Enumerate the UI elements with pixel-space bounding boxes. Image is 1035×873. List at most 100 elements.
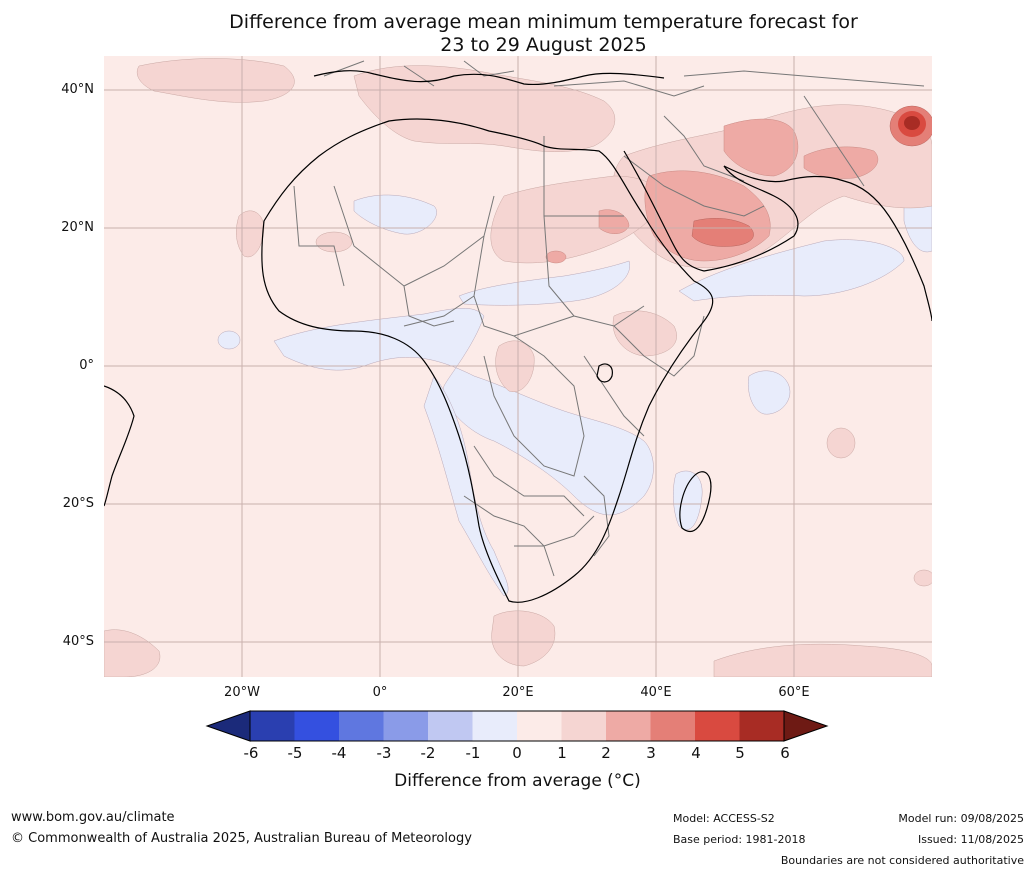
warm-region-west-atlantic-islet [315,231,353,253]
cool-region-south-atlantic [423,375,509,597]
colorbar-segment [517,711,562,741]
border-saudi [623,155,765,217]
warm-region-south-islet [913,569,932,587]
warm-region-sudan-spot [545,250,567,264]
warm-region-south-ocean-right [713,643,932,677]
border-nigeria [403,285,455,327]
forecast-map [104,56,932,677]
coast-lake-victoria [596,363,613,383]
warm-region-south-ocean-center [491,610,556,667]
lat-label-20n: 20°N [61,220,94,235]
base-period: Base period: 1981-2018 [673,833,806,846]
coast-south-america [104,385,135,507]
colorbar-segment [428,711,473,741]
colorbar-label: Difference from average (°C) [394,771,641,791]
colorbar-tick-6: 6 [780,744,790,762]
boundaries-disclaimer: Boundaries are not considered authoritat… [780,854,1024,867]
border-central-asia [683,70,925,87]
lon-label-20w: 20°W [224,685,260,700]
colorbar-segment [606,711,651,741]
border-south-africa [514,515,595,547]
colorbar-extend-low [205,710,251,742]
map-title-line2: 23 to 29 August 2025 [440,34,647,56]
colorbar-segment [339,711,384,741]
coastlines [104,70,932,603]
colorbar-tick-2: 2 [601,744,611,762]
issued-date: Issued: 11/08/2025 [917,833,1024,846]
cool-anomaly-regions [217,169,932,597]
colorbar-tick-4: 4 [691,744,701,762]
colorbar-tick-minus3: -3 [376,744,392,762]
lat-label-20s: 20°S [62,496,94,511]
warm-region-atlantic-north [136,58,295,103]
colorbar-tick-minus5: -5 [287,744,303,762]
lon-label-20e: 20°E [502,685,534,700]
border-turkey [553,80,705,97]
border-mali-mauritania [293,185,345,287]
colorbar-segment [294,711,339,741]
coast-arabia [703,165,799,272]
warm-region-indian-ocean-islet [826,427,856,459]
warm-region-mediterranean [353,65,615,153]
border-ethiopia [613,315,705,377]
colorbar-segment [383,711,428,741]
colorbar-tick-minus1: -1 [465,744,481,762]
border-drc [483,335,585,477]
colorbar-segment [695,711,740,741]
colorbar-extend-high [783,710,829,742]
coast-madagascar [679,471,712,533]
coast-africa [261,118,714,603]
map-title-line1: Difference from average mean minimum tem… [229,11,858,33]
border-libya-egypt [543,136,624,217]
cool-region-indian-ocean [748,370,791,415]
country-borders [293,60,925,577]
lat-label-40n: 40°N [61,82,94,97]
border-pakistan-india [803,95,865,187]
colorbar-tick-0: 0 [512,744,522,762]
coast-persian-gulf [723,165,932,322]
colorbar-segment [739,711,784,741]
cool-region-gulf-of-guinea [273,308,654,515]
border-namibia-botswana [463,495,555,577]
cool-region-sahara [353,194,437,235]
colorbar-tick-minus2: -2 [420,744,436,762]
colorbar-tick-1: 1 [557,744,567,762]
website-link[interactable]: www.bom.gov.au/climate [11,810,175,825]
colorbar-segment [472,711,517,741]
lon-label-60e: 60°E [778,685,810,700]
graticule [104,56,932,677]
colorbar-segment [650,711,695,741]
coast-red-sea-east [623,150,705,272]
warm-region-arabia-core [691,218,754,247]
lon-label-0: 0° [372,685,388,700]
border-angola-zambia [473,445,585,517]
colorbar-segment [561,711,606,741]
border-algeria-libya [333,185,495,287]
colorbar-tick-minus6: -6 [243,744,259,762]
border-chad-niger [403,235,485,327]
model-run-date: Model run: 09/08/2025 [898,812,1024,825]
warm-anomaly-regions [104,58,932,677]
cool-region-arabian-sea [678,239,905,302]
colorbar-tick-minus4: -4 [331,744,347,762]
warm-anomaly-extreme-regions [898,111,926,137]
cool-region-islet [217,330,241,350]
warm-region-himalaya-level6 [904,116,920,130]
cool-region-madagascar [673,470,703,530]
cool-region-sahel [458,260,631,306]
border-mozambique [583,475,610,557]
warm-region-west-sahara [236,210,265,258]
lat-label-equator: 0° [79,358,94,373]
coast-europe [313,70,665,86]
border-europe [323,60,515,87]
warm-region-iran [723,118,799,177]
lon-label-40e: 40°E [640,685,672,700]
warm-region-east-africa [612,310,677,357]
colorbar-segment [250,711,295,741]
border-iran-iraq [663,115,745,182]
copyright-text: © Commonwealth of Australia 2025, Austra… [11,831,472,846]
colorbar-tick-3: 3 [646,744,656,762]
warm-region-central-sahara [490,175,661,264]
colorbar [205,710,829,742]
colorbar-tick-5: 5 [735,744,745,762]
